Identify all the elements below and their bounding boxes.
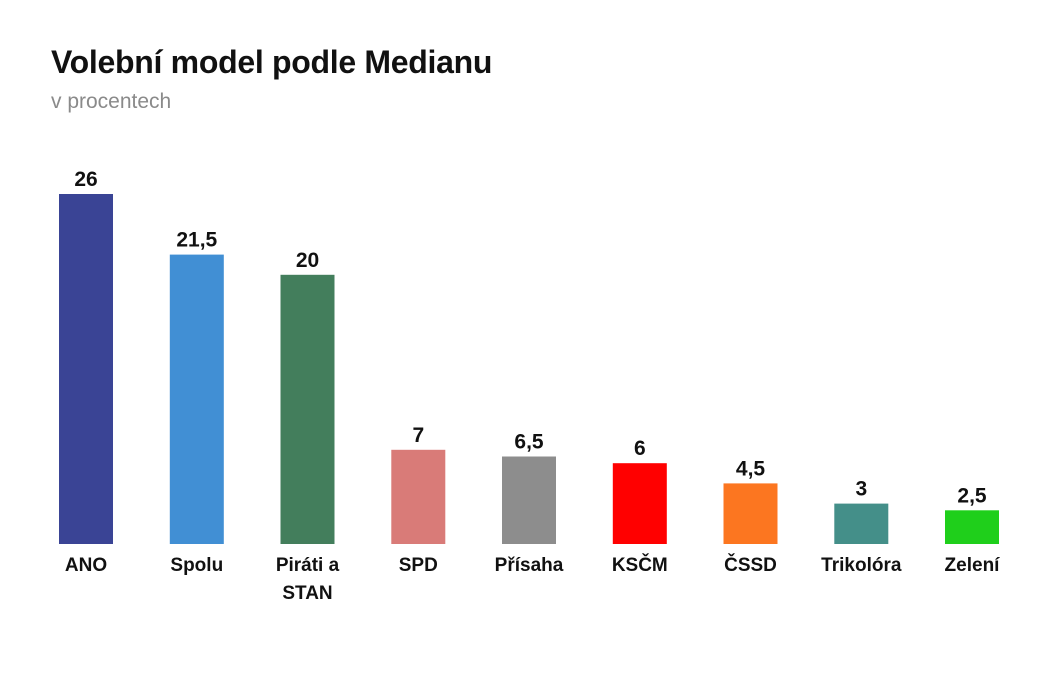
category-label-4-line-0: Přísaha xyxy=(495,555,564,576)
category-label-3-line-0: SPD xyxy=(399,555,438,576)
chart-subtitle: v procentech xyxy=(51,90,172,113)
value-label-0: 26 xyxy=(74,168,97,191)
value-label-1: 21,5 xyxy=(176,229,217,252)
category-label-2-line-1: STAN xyxy=(282,583,332,604)
category-label-7: Trikolóra xyxy=(821,555,902,576)
bar-0 xyxy=(59,194,113,544)
category-label-2-line-0: Piráti a xyxy=(276,555,340,576)
category-label-0-line-0: ANO xyxy=(65,555,107,576)
value-label-4: 6,5 xyxy=(514,431,544,454)
bar-7 xyxy=(834,503,889,544)
value-label-6: 4,5 xyxy=(736,457,766,480)
bar-8 xyxy=(945,510,999,544)
category-label-5: KSČM xyxy=(612,554,668,576)
value-label-2: 20 xyxy=(296,249,319,272)
bar-4 xyxy=(502,456,556,544)
category-label-0: ANO xyxy=(65,555,107,576)
value-label-3: 7 xyxy=(412,424,424,447)
chart-title: Volební model podle Medianu xyxy=(51,44,493,80)
category-label-7-line-0: Trikolóra xyxy=(821,555,902,576)
value-label-5: 6 xyxy=(634,437,646,460)
bar-2 xyxy=(280,274,335,544)
value-label-8: 2,5 xyxy=(957,484,987,507)
category-label-2: Piráti a STAN xyxy=(276,555,340,604)
bar-5 xyxy=(612,463,667,544)
category-label-3: SPD xyxy=(399,555,438,576)
value-label-7: 3 xyxy=(855,478,867,501)
category-label-1-line-0: Spolu xyxy=(170,555,223,576)
category-label-8: Zelení xyxy=(945,555,1001,576)
bar-3 xyxy=(391,449,446,544)
category-label-1: Spolu xyxy=(170,555,223,576)
category-label-8-line-0: Zelení xyxy=(945,555,1001,576)
category-label-6: ČSSD xyxy=(724,554,777,576)
bar-1 xyxy=(169,254,224,544)
category-label-5-line-0: KSČM xyxy=(612,554,668,576)
category-label-4: Přísaha xyxy=(495,555,564,576)
category-label-6-line-0: ČSSD xyxy=(724,554,777,576)
bar-6 xyxy=(723,483,778,544)
